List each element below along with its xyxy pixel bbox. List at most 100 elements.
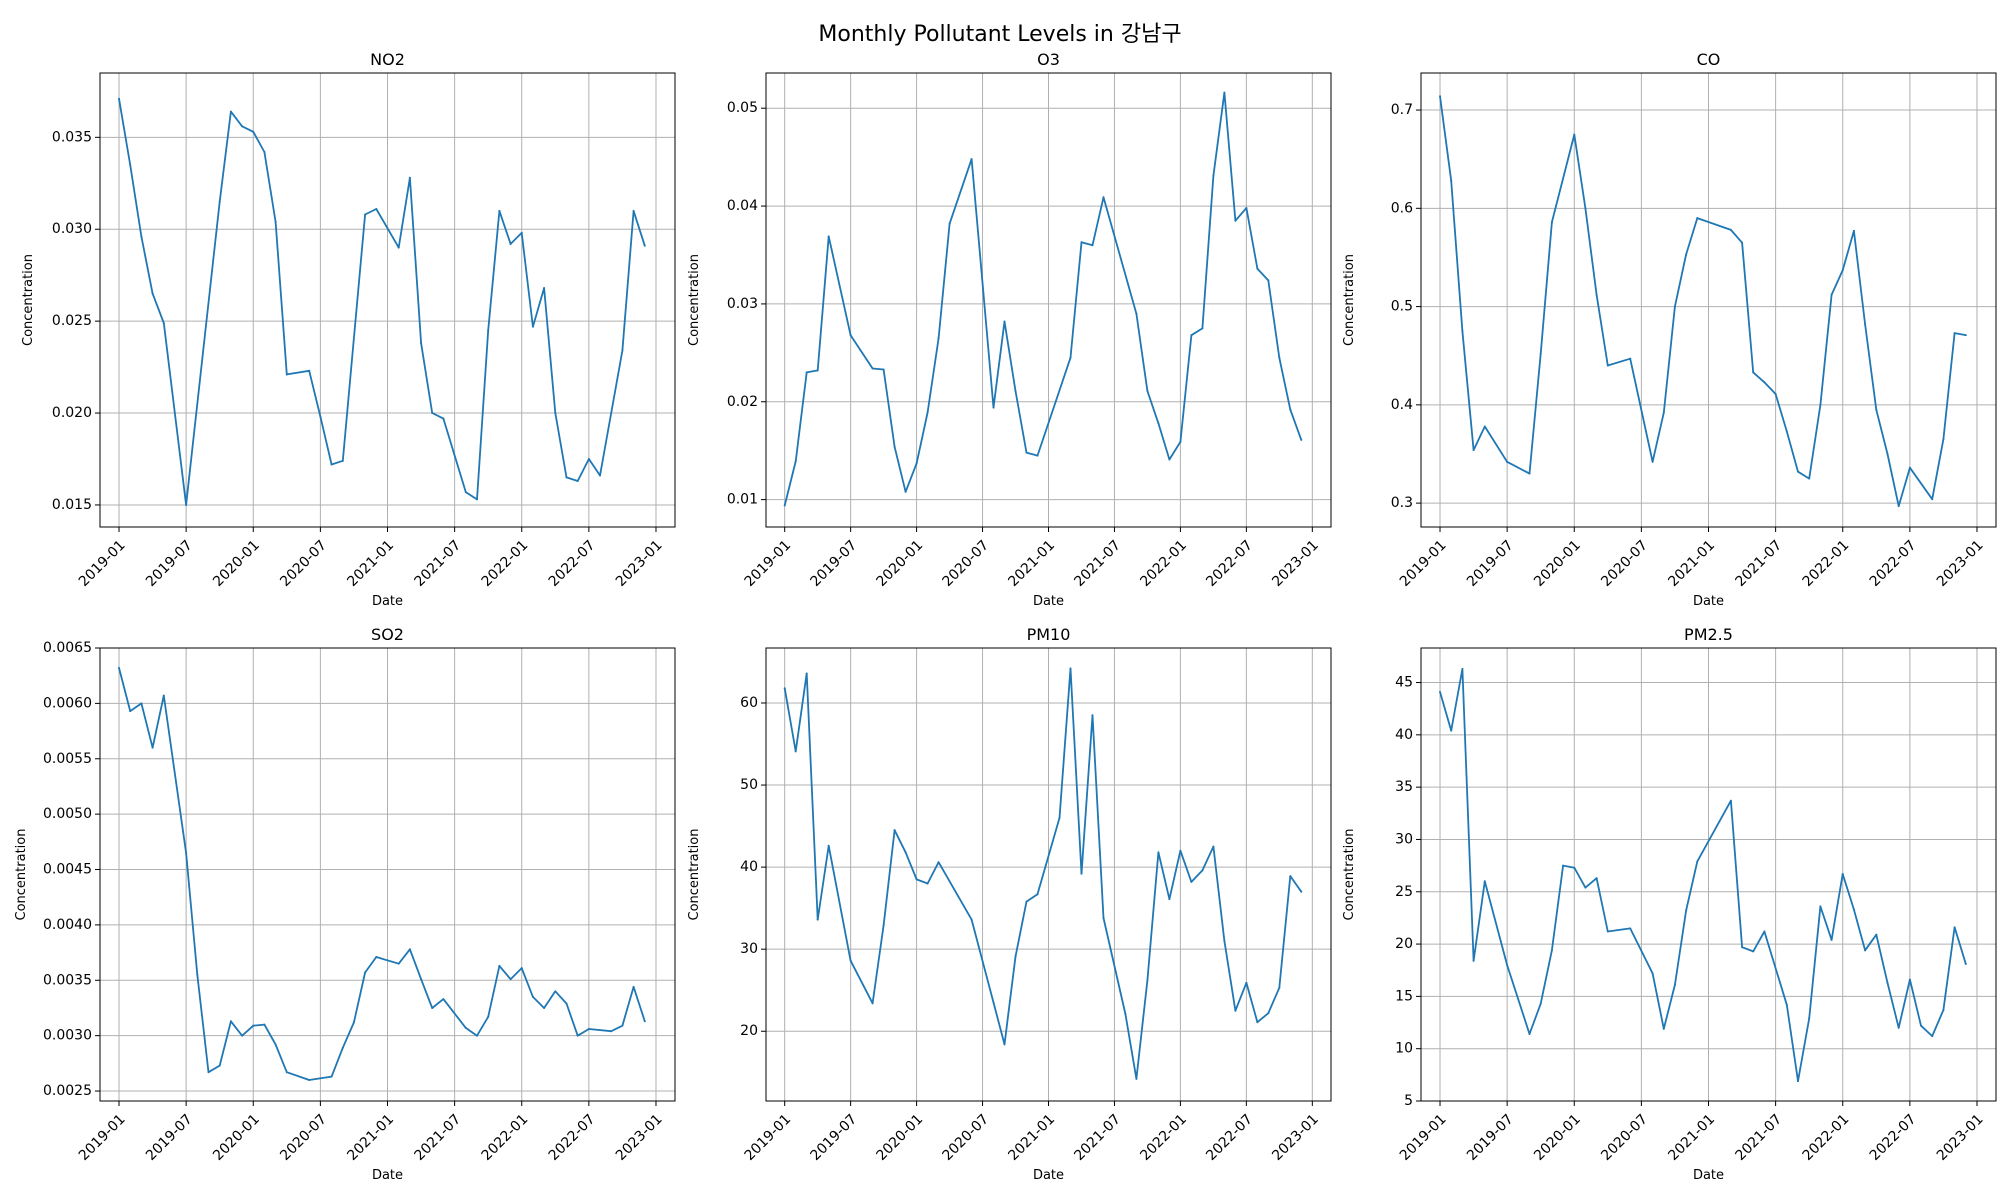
data-point [1942,1008,1945,1011]
subplot-title: CO [1697,50,1721,69]
data-point [599,474,602,477]
data-point [1179,440,1182,443]
x-tick-label: 2021-07 [1733,1111,1786,1164]
data-point [849,334,852,337]
data-point [442,998,445,1001]
data-point [330,1075,333,1078]
plot-frame [1420,647,1997,1102]
data-point [509,978,512,981]
data-point [1908,466,1911,469]
x-tick-label: 2021-01 [344,537,397,590]
x-tick-label: 2021-07 [412,537,465,590]
data-point [341,459,344,462]
chart-panel-pm2-5: 2019-01 2019-07 2020-01 2020-07 2021-01 2021-… [1342,625,1997,1183]
data-point [565,476,568,479]
data-point [621,349,624,352]
data-point [1135,1077,1138,1080]
data-point [1673,983,1676,986]
x-tick-label: 2023-01 [613,1111,666,1164]
data-point [140,235,143,238]
x-tick-label: 2019-01 [1397,1111,1450,1164]
data-point [487,1015,490,1018]
data-point [1190,334,1193,337]
data-point [1201,327,1204,330]
data-point [252,130,255,133]
y-tick-label: 30 [1395,831,1413,847]
plot-frame [765,72,1332,528]
data-point [1080,872,1083,875]
x-tick-label: 2019-07 [143,1111,196,1164]
data-point [464,491,467,494]
x-tick-label: 2019-01 [1397,537,1450,590]
x-tick-label: 2021-01 [1005,537,1058,590]
data-point [1036,454,1039,457]
data-point [937,861,940,864]
x-axis-label: Date [372,1168,403,1183]
data-point [118,97,121,100]
data-point [970,918,973,921]
data-point [162,694,165,697]
data-point [352,1021,355,1024]
data-point [1014,955,1017,958]
data-point [218,200,221,203]
y-tick-label: 0.04 [727,198,758,214]
data-point [1135,312,1138,315]
x-tick-label: 2019-07 [1464,537,1517,590]
data-point [1908,978,1911,981]
plot-frame [1420,72,1997,528]
data-point [1841,269,1844,272]
x-tick-label: 2023-01 [1934,537,1987,590]
data-point [992,406,995,409]
y-tick-label: 50 [740,777,758,793]
x-tick-label: 2021-01 [344,1111,397,1164]
data-point [1685,909,1688,912]
data-point [1506,460,1509,463]
data-point [1595,293,1598,296]
data-point [587,457,590,460]
x-tick-label: 2019-07 [808,1111,861,1164]
data-point [904,851,907,854]
data-point [1080,241,1083,244]
plot-frame [99,72,676,528]
x-tick-label: 2019-07 [808,537,861,590]
data-point [1124,1013,1127,1016]
y-axis-label: Concentration [687,254,702,346]
data-point [1629,927,1632,930]
data-point [330,463,333,466]
data-point [1091,244,1094,247]
data-point [341,1046,344,1049]
x-tick-label: 2023-01 [613,537,666,590]
data-point [1439,690,1442,693]
data-point [1606,364,1609,367]
data-point [1439,95,1442,98]
y-axis-label: Concentration [21,254,36,346]
data-point [487,329,490,332]
data-point [1461,330,1464,333]
x-axis-label: Date [1693,1168,1724,1183]
data-point [319,415,322,418]
x-tick-label: 2022-07 [546,1111,599,1164]
data-point [1752,371,1755,374]
y-tick-label: 0.015 [52,497,92,513]
data-point [1234,219,1237,222]
data-point [871,367,874,370]
data-point [1146,979,1149,982]
series-line [783,667,1303,1080]
x-tick-label: 2022-01 [1137,537,1190,590]
series-line [783,91,1303,506]
data-point [1942,438,1945,441]
data-point [1852,908,1855,911]
data-point [285,373,288,376]
x-tick-label: 2020-01 [874,537,927,590]
chart-panel-no2: 2019-01 2019-07 2020-01 2020-07 2021-01 2021-… [21,50,676,609]
data-point [576,480,579,483]
data-point [1595,877,1598,880]
data-point [207,1071,210,1074]
y-tick-label: 40 [1395,727,1413,743]
data-point [893,445,896,448]
data-point [1808,477,1811,480]
y-tick-label: 0.05 [727,100,758,116]
data-point [1830,938,1833,941]
y-tick-label: 0.0045 [43,862,92,878]
